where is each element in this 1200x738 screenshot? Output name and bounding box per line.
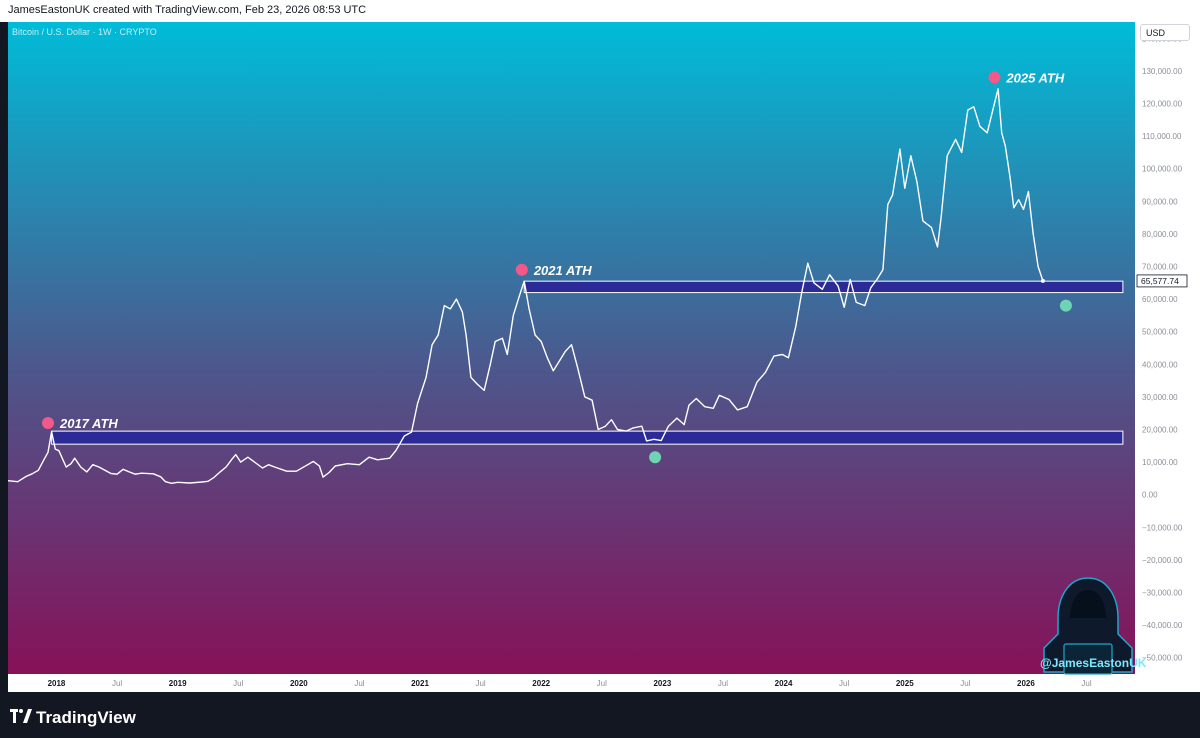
y-tick-label: 0.00 bbox=[1142, 491, 1158, 500]
price-axis: 140,000.00130,000.00120,000.00110,000.00… bbox=[1136, 34, 1188, 663]
y-tick-label: −50,000.00 bbox=[1142, 654, 1183, 663]
y-tick-label: 40,000.00 bbox=[1142, 360, 1178, 369]
y-tick-label: 100,000.00 bbox=[1142, 165, 1183, 174]
time-axis-panel bbox=[8, 674, 1135, 692]
price-line-layer bbox=[7, 88, 1045, 484]
low-marker-1 bbox=[649, 451, 662, 464]
time-axis: 2018 Jul 2019 Jul 2020 Jul 2021 Jul 2022 Jul 2023 J… bbox=[48, 679, 1092, 688]
x-tick-label: 2022 bbox=[532, 679, 550, 688]
symbol-title: Bitcoin / U.S. Dollar · 1W · CRYPTO bbox=[12, 27, 157, 37]
watermark-handle: @JamesEastonUK bbox=[1040, 656, 1147, 670]
support-zone-1 bbox=[51, 430, 1124, 445]
y-tick-label: 70,000.00 bbox=[1142, 263, 1178, 272]
x-tick-label: 2024 bbox=[775, 679, 793, 688]
current-price-label: 65,577.74 bbox=[1141, 276, 1179, 286]
y-tick-label: 30,000.00 bbox=[1142, 393, 1178, 402]
ath-label-2: 2021 ATH bbox=[533, 263, 592, 278]
x-tick-label: 2019 bbox=[169, 679, 187, 688]
current-price-tag bbox=[1136, 274, 1188, 288]
x-tick-label: Jul bbox=[1081, 679, 1091, 688]
y-tick-label: −20,000.00 bbox=[1142, 556, 1183, 565]
chart-background bbox=[8, 22, 1135, 692]
hooded-figure-logo bbox=[1043, 577, 1133, 675]
ath-marker-2 bbox=[515, 263, 528, 276]
y-tick-label: 90,000.00 bbox=[1142, 197, 1178, 206]
y-tick-label: 110,000.00 bbox=[1142, 132, 1182, 141]
x-tick-label: Jul bbox=[475, 679, 485, 688]
x-tick-label: Jul bbox=[233, 679, 243, 688]
x-tick-label: Jul bbox=[112, 679, 122, 688]
ath-label-3: 2025 ATH bbox=[1005, 70, 1064, 85]
y-tick-label: 20,000.00 bbox=[1142, 426, 1178, 435]
price-series-line bbox=[7, 88, 1044, 484]
x-tick-label: 2026 bbox=[1017, 679, 1035, 688]
price-axis-panel bbox=[1135, 22, 1200, 692]
ath-label-1: 2017 ATH bbox=[59, 416, 118, 431]
brand-text: TradingView bbox=[36, 708, 136, 727]
ath-marker-1 bbox=[41, 416, 54, 429]
tradingview-logo-icon bbox=[10, 709, 32, 723]
x-tick-label: 2020 bbox=[290, 679, 308, 688]
marker-layer: 2017 ATH 2021 ATH 2025 ATH bbox=[41, 70, 1072, 464]
left-border bbox=[0, 22, 8, 692]
x-tick-label: Jul bbox=[960, 679, 970, 688]
credit-text: JamesEastonUK created with TradingView.c… bbox=[8, 4, 367, 16]
x-tick-label: Jul bbox=[718, 679, 728, 688]
low-marker-2 bbox=[1059, 299, 1072, 312]
last-price-dot bbox=[1040, 278, 1045, 283]
y-tick-label: −30,000.00 bbox=[1142, 589, 1183, 598]
x-tick-label: Jul bbox=[354, 679, 364, 688]
credit-bar: JamesEastonUK created with TradingView.c… bbox=[0, 0, 1200, 22]
x-tick-label: 2025 bbox=[896, 679, 914, 688]
ath-marker-3 bbox=[988, 71, 1001, 84]
y-tick-label: −40,000.00 bbox=[1142, 621, 1183, 630]
x-tick-label: 2018 bbox=[48, 679, 66, 688]
footer-bar: TradingView bbox=[0, 692, 1200, 738]
x-tick-label: Jul bbox=[839, 679, 849, 688]
x-tick-label: Jul bbox=[597, 679, 607, 688]
x-tick-label: 2023 bbox=[653, 679, 671, 688]
y-tick-label: 130,000.00 bbox=[1142, 67, 1183, 76]
x-tick-label: 2021 bbox=[411, 679, 429, 688]
y-tick-label: 60,000.00 bbox=[1142, 295, 1178, 304]
y-tick-label: 10,000.00 bbox=[1142, 458, 1178, 467]
y-tick-label: −10,000.00 bbox=[1142, 523, 1183, 532]
y-tick-label: 120,000.00 bbox=[1142, 100, 1183, 109]
y-tick-label: 50,000.00 bbox=[1142, 328, 1178, 337]
currency-button[interactable]: USD bbox=[1140, 24, 1190, 41]
y-tick-label: 80,000.00 bbox=[1142, 230, 1178, 239]
